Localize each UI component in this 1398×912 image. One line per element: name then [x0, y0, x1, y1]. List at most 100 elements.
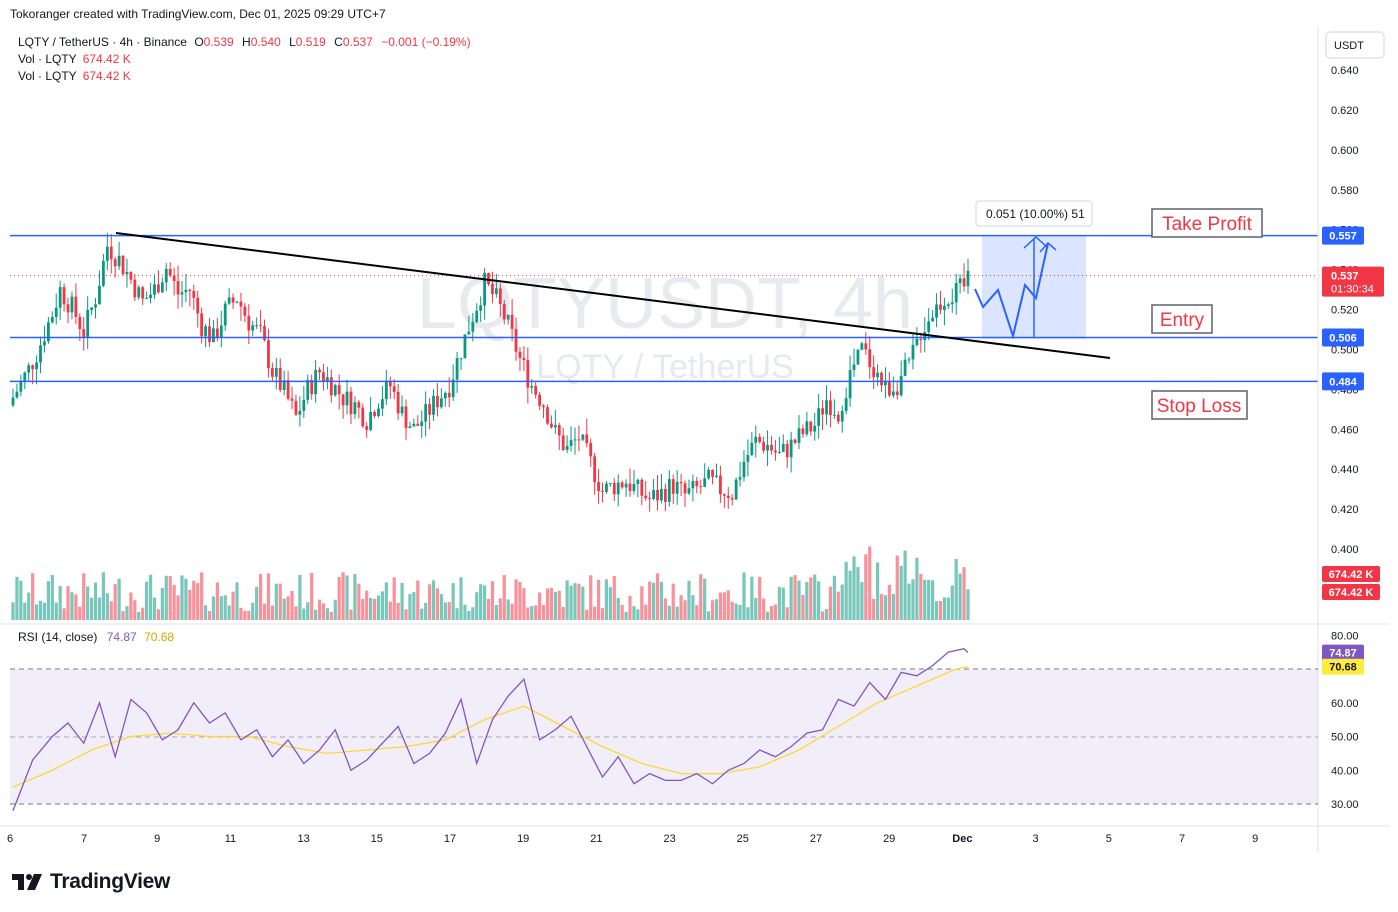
volume-bar	[317, 599, 322, 620]
candle-body	[660, 488, 663, 501]
candle-body	[345, 391, 349, 406]
volume-bar	[545, 588, 550, 620]
volume-bar	[640, 586, 644, 620]
volume-bar	[600, 608, 605, 620]
candle-body	[754, 436, 758, 443]
candle-body	[208, 326, 211, 342]
volume-bar	[420, 608, 424, 620]
candle-body	[74, 296, 78, 317]
candle-body	[388, 380, 392, 387]
candle-body	[270, 368, 274, 377]
candle-body	[337, 385, 341, 395]
candle-body	[707, 469, 711, 479]
candle-body	[400, 406, 404, 414]
candle-body	[899, 375, 903, 396]
candle-body	[62, 287, 66, 305]
stop-loss-box[interactable]	[1151, 390, 1248, 420]
volume-bar	[707, 611, 711, 620]
candle-body	[793, 439, 797, 443]
volume-bar	[781, 587, 785, 620]
time-tick-label: 29	[883, 833, 895, 845]
trendline[interactable]	[115, 232, 1111, 359]
candle-body	[212, 328, 215, 342]
candle-body	[125, 272, 129, 275]
watermark-name: LQTY / TetherUS	[536, 348, 794, 386]
tradingview-logo-icon	[12, 874, 42, 890]
candle-body	[153, 284, 156, 295]
time-axis[interactable]: 6 7 9 11 13 15 17 19 21 23 25 27 29 Dec 3 5 7 9	[0, 825, 1390, 845]
currency-button[interactable]	[1325, 31, 1385, 59]
candle-body	[471, 322, 475, 332]
volume-bar	[522, 588, 526, 620]
volume-bar	[938, 601, 943, 620]
volume-bar	[408, 593, 412, 620]
level-badge	[1322, 372, 1364, 391]
level-badge	[1322, 328, 1364, 347]
volume-bar	[738, 604, 742, 620]
volume-bar	[604, 579, 609, 620]
time-tick-label: 17	[444, 833, 456, 845]
candle-body	[105, 246, 109, 261]
candle-body	[620, 482, 624, 488]
time-tick-label: 7	[1179, 833, 1185, 845]
candle-body	[94, 304, 97, 308]
volume-bar	[251, 602, 255, 620]
volume-bar	[683, 600, 687, 620]
candle-body	[141, 287, 145, 299]
volume-bar	[396, 603, 400, 620]
volume-bar	[868, 546, 872, 620]
legend-symbol: LQTY / TetherUS · 4h · Binance	[18, 35, 187, 49]
candle-body	[935, 304, 938, 318]
volume-bar	[388, 601, 392, 620]
candle-body	[436, 395, 439, 408]
candle-body	[215, 328, 219, 338]
volume-bar	[911, 579, 915, 620]
candle-body	[781, 443, 785, 452]
candle-body	[290, 398, 294, 401]
time-tick-label: 9	[154, 833, 160, 845]
volume-bar	[243, 610, 247, 620]
volume-bar	[451, 583, 455, 620]
take-profit-box[interactable]	[1151, 208, 1263, 238]
rsi-ma-line	[12, 666, 969, 788]
volume-bar	[593, 606, 597, 620]
candle-body	[263, 326, 266, 341]
volume-bar	[188, 589, 192, 620]
entry-box[interactable]	[1151, 304, 1213, 334]
last-price-text: 0.537	[1331, 271, 1359, 283]
candle-body	[962, 278, 966, 287]
candle-body	[86, 309, 90, 337]
volume-bar	[667, 605, 671, 620]
volume-bar	[471, 607, 475, 620]
volume-bar	[31, 573, 35, 620]
candle-body	[876, 372, 879, 378]
candle-body	[267, 340, 270, 369]
volume-bar	[565, 580, 569, 620]
candle-body	[172, 275, 176, 282]
candle-body	[663, 488, 667, 502]
candle-body	[923, 332, 927, 341]
price-axis[interactable]: USDT 0.6400.6200.6000.5800.5600.5400.520…	[1317, 26, 1385, 852]
volume-bar	[365, 590, 369, 620]
volume-bar	[207, 611, 212, 620]
candle-body	[259, 325, 262, 327]
volume-bar	[66, 586, 70, 620]
candle-body	[176, 281, 180, 295]
volume-bar	[329, 611, 333, 620]
candle-body	[160, 282, 164, 293]
candle-body	[502, 304, 506, 320]
candle-body	[223, 303, 227, 326]
volume-bar	[608, 587, 612, 620]
volume-bar	[282, 598, 286, 620]
volume-bar	[966, 589, 970, 620]
candle-body	[424, 404, 428, 422]
volume-bar	[152, 597, 157, 620]
legend-high: 0.540	[251, 35, 281, 49]
chart-canvas[interactable]: LQTYUSDT, 4h LQTY / TetherUS 0.051 (10.0…	[0, 26, 1398, 862]
volume-bar	[424, 602, 428, 620]
volume-bar	[734, 603, 738, 620]
candle-body	[852, 364, 856, 371]
volume-bar	[569, 585, 573, 620]
